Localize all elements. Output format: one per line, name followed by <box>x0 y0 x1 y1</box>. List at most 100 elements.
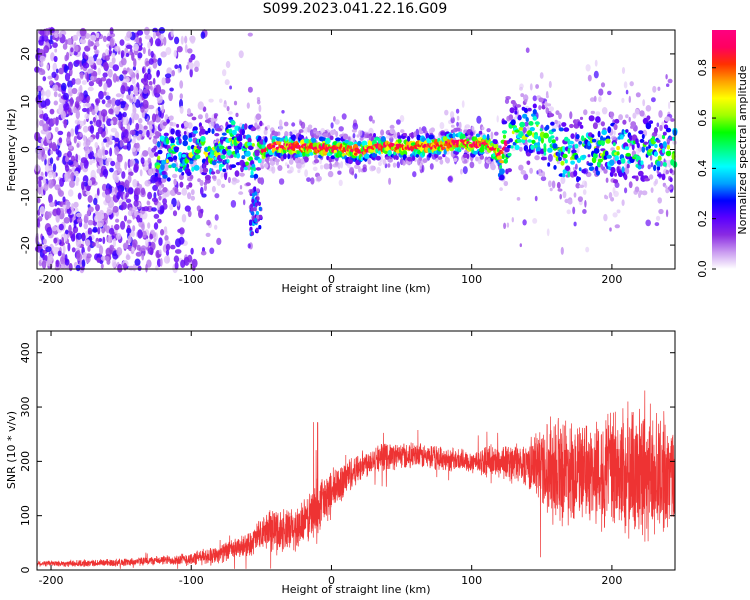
heat-cell <box>613 190 619 197</box>
heat-cell <box>98 238 103 242</box>
heat-cell <box>623 81 628 89</box>
heat-cell <box>102 148 105 157</box>
heat-cell <box>62 43 68 50</box>
heat-cell <box>625 89 629 95</box>
heat-cell <box>529 127 535 132</box>
heat-cell <box>304 169 308 178</box>
heat-cell <box>665 209 669 218</box>
heat-cell <box>34 246 41 252</box>
heat-cell <box>52 117 56 125</box>
heat-cell <box>63 103 70 111</box>
heat-cell <box>305 126 308 134</box>
heat-cell <box>662 141 667 148</box>
heat-cell <box>191 258 198 268</box>
heat-cell <box>367 159 372 165</box>
heat-cell <box>568 140 574 145</box>
heat-cell <box>202 106 207 112</box>
heat-cell <box>620 134 624 140</box>
heat-cell <box>603 169 608 174</box>
heat-cell <box>407 156 413 162</box>
heat-cell <box>613 123 618 131</box>
heat-cell <box>504 98 510 104</box>
heat-cell <box>142 67 145 74</box>
y-tick-label: 10 <box>19 95 32 109</box>
heat-cell <box>439 159 444 165</box>
heat-cell <box>178 236 185 245</box>
heat-cell <box>54 199 58 207</box>
heat-cell <box>152 61 158 69</box>
heat-cell <box>71 78 76 85</box>
heat-cell <box>606 154 612 159</box>
heat-cell <box>135 122 140 131</box>
heat-cell <box>140 187 146 196</box>
heat-cell <box>108 68 113 78</box>
heat-cell <box>557 188 563 192</box>
heat-cell <box>69 97 74 107</box>
heat-cell <box>95 77 103 85</box>
heat-cell <box>554 119 558 125</box>
heat-cell <box>455 127 461 132</box>
heat-cell <box>171 163 177 168</box>
heat-cell <box>44 27 50 37</box>
heat-cell <box>419 163 423 170</box>
x-tick-label: 0 <box>328 574 335 587</box>
heat-cell <box>379 154 383 163</box>
heat-cell <box>284 130 289 138</box>
heat-cell <box>369 133 373 137</box>
heat-cell <box>102 35 107 43</box>
heat-cell <box>257 201 261 206</box>
heat-cell <box>161 104 165 114</box>
heat-cell <box>543 152 547 156</box>
heat-cell <box>519 243 522 248</box>
heat-cell <box>87 219 94 226</box>
heat-cell <box>163 132 169 137</box>
heat-cell <box>170 128 175 135</box>
heat-cell <box>571 149 577 154</box>
heat-cell <box>662 162 667 167</box>
heat-cell <box>352 133 356 139</box>
heat-cell <box>168 164 173 169</box>
heat-cell <box>53 100 58 106</box>
snr-panel: -200 -100 0 100 200 0 100 200 300 400 Height of … <box>5 330 676 596</box>
heat-cell <box>255 227 259 232</box>
heat-cell <box>153 175 159 182</box>
heat-cell <box>52 246 59 255</box>
heat-cell <box>44 98 51 106</box>
y-tick-label: 0 <box>19 146 32 153</box>
heat-cell <box>120 85 126 95</box>
heat-cell <box>45 89 51 98</box>
heat-cell <box>600 121 606 127</box>
heat-cell <box>124 47 128 55</box>
heat-cell <box>97 67 101 76</box>
heat-cell <box>256 188 260 193</box>
heat-cell <box>64 172 69 182</box>
heat-cell <box>124 179 130 189</box>
heat-cell <box>75 232 83 240</box>
heat-cell <box>609 111 615 118</box>
heat-cell <box>75 181 79 186</box>
heat-cell <box>639 110 645 117</box>
snr-frame <box>36 330 676 571</box>
heat-cell <box>55 116 59 126</box>
heat-cell <box>82 252 88 258</box>
heat-cell <box>508 114 514 121</box>
heat-cell <box>90 75 95 81</box>
heat-cell <box>157 141 161 148</box>
heat-cell <box>160 34 165 39</box>
heat-cell <box>96 188 100 196</box>
heat-cell <box>241 128 245 136</box>
heat-cell <box>251 211 255 216</box>
heat-cell <box>193 164 200 171</box>
heat-cell <box>65 200 71 210</box>
heat-cell <box>62 204 67 209</box>
heat-cell <box>210 171 216 175</box>
heat-cell <box>443 143 447 147</box>
heat-cell <box>247 32 253 37</box>
heat-cell <box>86 95 91 101</box>
heat-cell <box>109 244 114 250</box>
heat-cell <box>277 165 283 171</box>
heat-cell <box>96 257 101 263</box>
heat-cell <box>401 159 406 166</box>
heat-cell <box>76 212 83 218</box>
heat-cell <box>44 136 47 145</box>
